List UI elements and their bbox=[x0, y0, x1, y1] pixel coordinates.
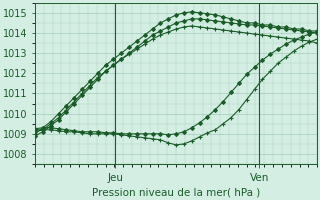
X-axis label: Pression niveau de la mer( hPa ): Pression niveau de la mer( hPa ) bbox=[92, 187, 260, 197]
